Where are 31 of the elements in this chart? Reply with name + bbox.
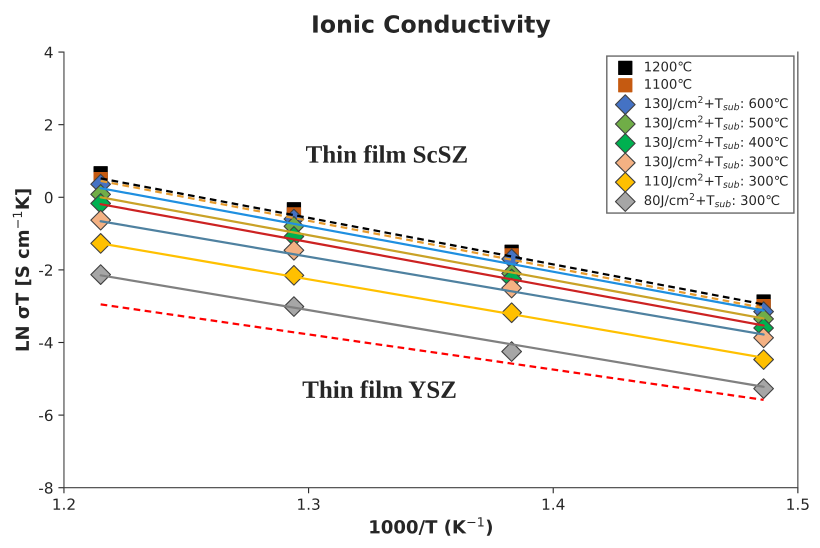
legend-label: 130J/cm$^{2}$+T$_{sub}$: 300℃ — [645, 154, 788, 169]
legend-label: 130J/cm$^{2}$+T$_{sub}$: 600℃ — [645, 96, 788, 111]
legend-label: 130J/cm$^{2}$+T$_{sub}$: 400℃ — [645, 134, 788, 150]
y-axis-title: LN σT [S cm$^{−1}$K] — [12, 189, 32, 350]
point — [90, 233, 112, 254]
point — [501, 341, 522, 362]
legend-label: 1100℃ — [645, 78, 692, 89]
y-tick-label: -2 — [39, 264, 52, 276]
point — [753, 349, 774, 370]
point — [90, 210, 112, 231]
y-tick-label: -6 — [39, 410, 53, 422]
annotation: Thin film ScSZ — [306, 145, 467, 163]
y-tick-label: 4 — [44, 46, 53, 58]
y-tick-label: -8 — [39, 482, 52, 494]
y-tick-label: 0 — [44, 192, 53, 204]
point — [90, 264, 112, 285]
chart-title: Ionic Conductivity — [313, 14, 550, 38]
x-tick-label: 1.3 — [298, 498, 320, 510]
x-tick-label: 1.5 — [787, 498, 809, 510]
legend-label: 80J/cm$^{2}$+T$_{sub}$: 300℃ — [644, 193, 780, 208]
x-tick-label: 1.4 — [542, 498, 565, 510]
point — [753, 327, 774, 348]
x-tick-label: 1.2 — [53, 498, 75, 510]
legend-label: 1200℃ — [645, 62, 692, 72]
legend-label: 110J/cm$^{2}$+T$_{sub}$: 300℃ — [645, 174, 788, 188]
y-tick-label: 2 — [44, 119, 52, 130]
point — [753, 378, 774, 399]
annotation: Thin film YSZ — [302, 380, 456, 398]
x-axis-title: 1000/T (K$^{−1}$) — [370, 517, 492, 536]
y-tick-label: -4 — [39, 337, 53, 348]
legend-label: 130J/cm$^{2}$+T$_{sub}$: 500℃ — [645, 115, 788, 130]
